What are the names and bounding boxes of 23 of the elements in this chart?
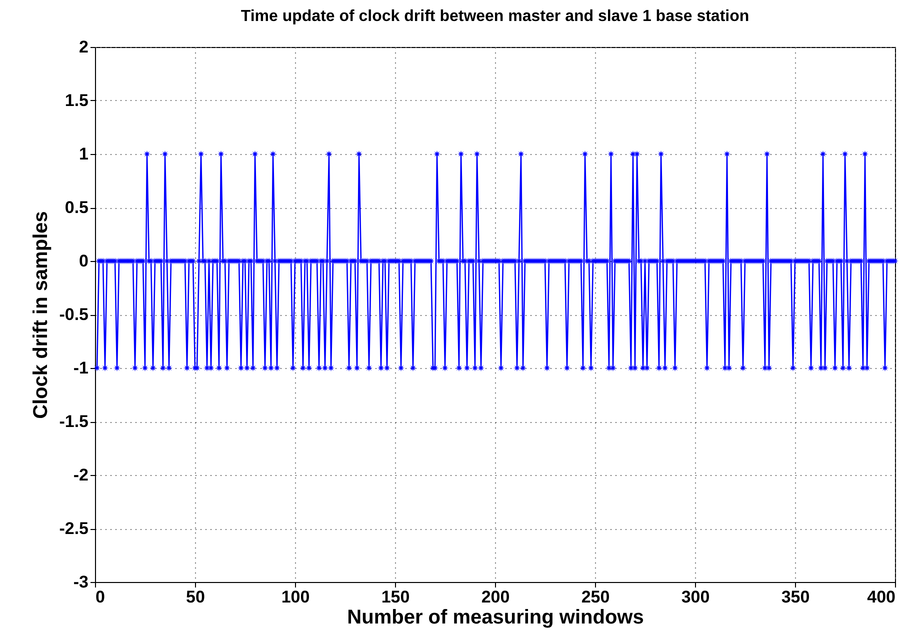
x-tick-label: 150 xyxy=(381,588,410,606)
y-axis-title: Clock drift in samples xyxy=(30,211,52,419)
x-tick-label: 100 xyxy=(281,588,310,606)
y-tick-label: 0.5 xyxy=(64,198,88,217)
y-tick-label: 2 xyxy=(79,38,88,56)
chart-title: Time update of clock drift between master and slave 1 base station xyxy=(240,8,750,25)
y-tick-label: 1.5 xyxy=(64,91,88,110)
x-tick-label: 200 xyxy=(481,588,510,606)
y-tick-label: -1 xyxy=(73,358,88,378)
y-tick-label: -3 xyxy=(73,572,88,592)
x-tick-label: 250 xyxy=(581,588,610,606)
y-tick-label: -2.5 xyxy=(59,519,88,538)
y-tick-label: -2 xyxy=(73,466,88,484)
x-tick-label: 0 xyxy=(96,588,105,606)
x-tick-label: 400 xyxy=(867,588,896,606)
y-tick-label: -1.5 xyxy=(59,412,88,431)
y-tick-label: 1 xyxy=(79,144,88,164)
x-tick-label: 350 xyxy=(781,588,810,606)
x-tick-label: 300 xyxy=(681,588,710,606)
y-tick-label: -0.5 xyxy=(59,305,88,324)
x-axis-title: Number of measuring windows xyxy=(347,606,644,628)
x-tick-label: 50 xyxy=(186,588,205,606)
y-tick-label: 0 xyxy=(79,252,88,270)
